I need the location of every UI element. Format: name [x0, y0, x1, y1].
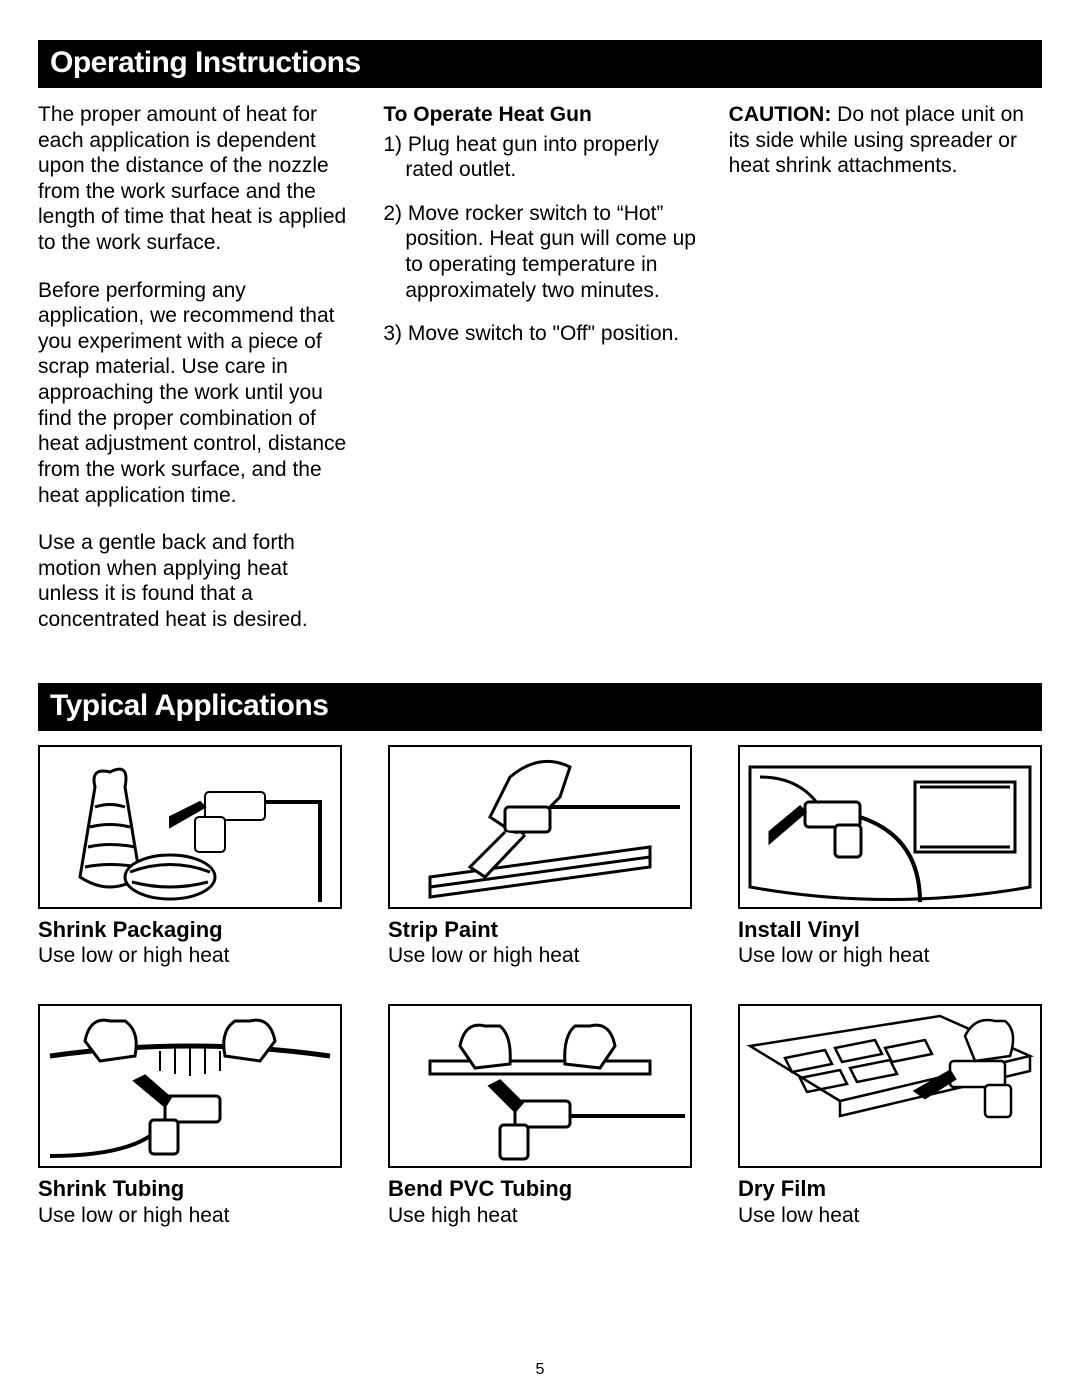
- install-vinyl-icon: [740, 747, 1040, 907]
- app-card-bend-pvc: Bend PVC Tubing Use high heat: [388, 1004, 692, 1228]
- instructions-para-1: The proper amount of heat for each appli…: [38, 102, 351, 256]
- app-illustration-strip-paint: [388, 745, 692, 909]
- app-subtitle: Use high heat: [388, 1203, 692, 1228]
- app-card-install-vinyl: Install Vinyl Use low or high heat: [738, 745, 1042, 969]
- page-number: 5: [0, 1361, 1080, 1379]
- app-card-strip-paint: Strip Paint Use low or high heat: [388, 745, 692, 969]
- instructions-col-1: The proper amount of heat for each appli…: [38, 102, 351, 655]
- dry-film-icon: [740, 1006, 1040, 1166]
- app-card-shrink-packaging: Shrink Packaging Use low or high heat: [38, 745, 342, 969]
- app-title: Strip Paint: [388, 917, 692, 943]
- shrink-packaging-icon: [40, 747, 340, 907]
- operate-subhead: To Operate Heat Gun: [383, 102, 696, 128]
- instructions-para-2: Before performing any application, we re…: [38, 278, 351, 508]
- section-header-applications: Typical Applications: [38, 683, 1042, 731]
- instructions-col-3: CAUTION: Do not place unit on its side w…: [729, 102, 1042, 655]
- applications-grid: Shrink Packaging Use low or high heat St…: [38, 745, 1042, 1228]
- instructions-col-2: To Operate Heat Gun 1) Plug heat gun int…: [383, 102, 696, 655]
- bend-pvc-icon: [390, 1006, 690, 1166]
- app-title: Install Vinyl: [738, 917, 1042, 943]
- app-title: Bend PVC Tubing: [388, 1176, 692, 1202]
- operate-step-3: 3) Move switch to "Off" position.: [383, 321, 696, 347]
- app-illustration-shrink-packaging: [38, 745, 342, 909]
- app-illustration-dry-film: [738, 1004, 1042, 1168]
- app-illustration-bend-pvc: [388, 1004, 692, 1168]
- app-subtitle: Use low or high heat: [38, 1203, 342, 1228]
- section-header-operating: Operating Instructions: [38, 40, 1042, 88]
- strip-paint-icon: [390, 747, 690, 907]
- operate-step-2: 2) Move rocker switch to “Hot” position.…: [383, 201, 696, 303]
- caution-paragraph: CAUTION: Do not place unit on its side w…: [729, 102, 1042, 179]
- app-illustration-install-vinyl: [738, 745, 1042, 909]
- app-subtitle: Use low heat: [738, 1203, 1042, 1228]
- app-subtitle: Use low or high heat: [738, 943, 1042, 968]
- shrink-tubing-icon: [40, 1006, 340, 1166]
- app-title: Dry Film: [738, 1176, 1042, 1202]
- instructions-para-3: Use a gentle back and forth motion when …: [38, 530, 351, 632]
- app-title: Shrink Tubing: [38, 1176, 342, 1202]
- instructions-columns: The proper amount of heat for each appli…: [38, 102, 1042, 655]
- operate-steps: 1) Plug heat gun into properly rated out…: [383, 132, 696, 347]
- app-title: Shrink Packaging: [38, 917, 342, 943]
- app-card-dry-film: Dry Film Use low heat: [738, 1004, 1042, 1228]
- operate-step-1: 1) Plug heat gun into properly rated out…: [383, 132, 696, 183]
- app-card-shrink-tubing: Shrink Tubing Use low or high heat: [38, 1004, 342, 1228]
- app-subtitle: Use low or high heat: [38, 943, 342, 968]
- caution-label: CAUTION:: [729, 103, 832, 126]
- app-illustration-shrink-tubing: [38, 1004, 342, 1168]
- app-subtitle: Use low or high heat: [388, 943, 692, 968]
